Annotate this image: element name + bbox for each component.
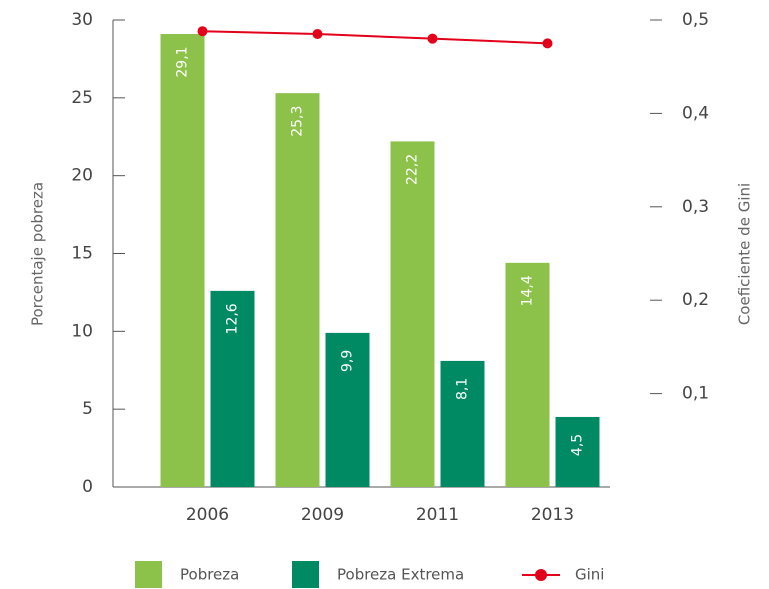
- bar-value-label: 9,9: [340, 350, 356, 372]
- bar: [555, 416, 600, 487]
- y-tick-label: 0: [82, 477, 93, 497]
- line-point: [197, 26, 208, 37]
- y-tick-label: 30: [71, 10, 93, 30]
- bar-value-label: 22,2: [405, 154, 421, 185]
- bar: [160, 34, 205, 487]
- y2-axis-title: Coeficiente de Gini: [736, 183, 754, 325]
- bar-value-label: 12,6: [225, 303, 241, 334]
- x-tick-label: 2011: [416, 505, 459, 525]
- line-point: [312, 29, 323, 40]
- y-tick-label: 25: [71, 88, 93, 108]
- bar: [275, 93, 320, 487]
- y2-tick-label: 0,2: [682, 290, 709, 310]
- y-tick-label: 5: [82, 399, 93, 419]
- bar-value-label: 14,4: [520, 275, 536, 306]
- bar: [210, 290, 255, 487]
- legend-swatch: [135, 561, 162, 588]
- line-series: [202, 30, 548, 45]
- y2-tick-label: 0,1: [682, 384, 709, 404]
- y-tick-label: 20: [71, 166, 93, 186]
- legend-swatch: [292, 561, 319, 588]
- bar: [505, 262, 550, 487]
- y-tick-label: 15: [71, 244, 93, 264]
- bar-value-label: 4,5: [570, 434, 586, 456]
- bar-value-label: 25,3: [290, 106, 306, 137]
- legend-swatch-dot: [535, 569, 547, 581]
- x-tick-label: 2006: [186, 505, 229, 525]
- line-point: [542, 38, 553, 49]
- y2-tick-label: 0,3: [682, 197, 709, 217]
- bar: [440, 360, 485, 487]
- legend-label: Pobreza: [180, 566, 239, 584]
- x-tick-label: 2009: [301, 505, 344, 525]
- y2-tick-label: 0,5: [682, 10, 709, 30]
- bar-value-label: 8,1: [455, 378, 471, 400]
- bar: [325, 332, 370, 487]
- y2-tick-label: 0,4: [682, 103, 709, 123]
- y-tick-label: 10: [71, 321, 93, 341]
- y-axis-title: Porcentaje pobreza: [29, 182, 47, 326]
- legend-label: Pobreza Extrema: [337, 566, 464, 584]
- bar-value-label: 29,1: [175, 46, 191, 77]
- x-tick-label: 2013: [531, 505, 574, 525]
- line-point: [427, 33, 438, 44]
- bar: [390, 141, 435, 488]
- legend-label: Gini: [575, 566, 604, 584]
